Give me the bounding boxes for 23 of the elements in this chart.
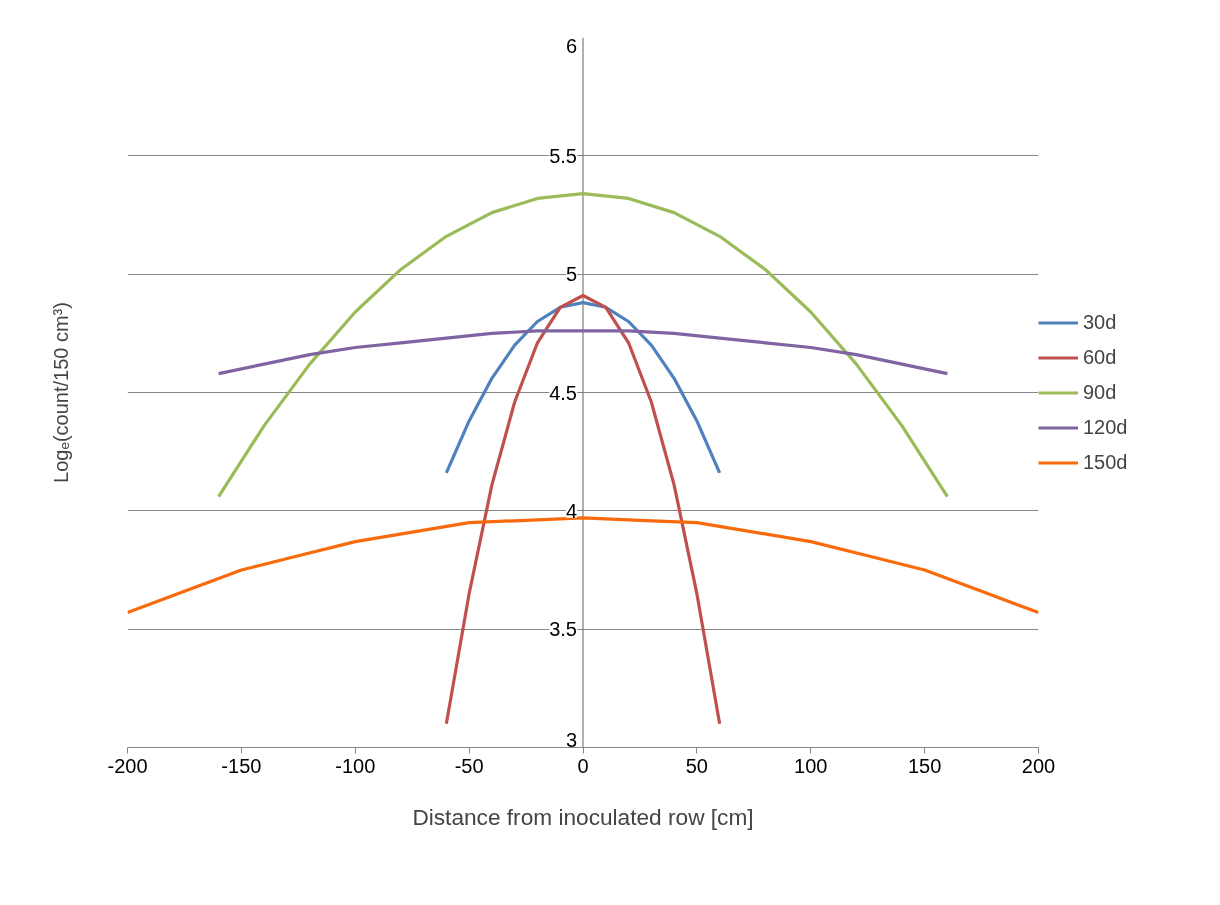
x-tick-label: 100	[794, 754, 828, 777]
x-tick-label: -100	[335, 754, 376, 777]
y-tick-label: 5	[565, 263, 577, 286]
x-tick-label: 200	[1021, 754, 1056, 777]
x-tick-label: 150	[907, 754, 942, 777]
y-tick-label: 3.5	[549, 618, 578, 641]
y-tick-label: 6	[565, 34, 577, 57]
x-tick-label: -150	[221, 754, 262, 777]
y-tick-label: 4	[565, 499, 577, 522]
legend-label: 120d	[1083, 415, 1128, 439]
legend-label: 60d	[1083, 345, 1118, 369]
y-axis-title: Logₑ(count/150 cm³)	[49, 302, 72, 483]
legend-label: 30d	[1083, 310, 1118, 334]
y-tick-label: 5.5	[549, 144, 578, 167]
x-tick-label: 0	[577, 754, 589, 777]
x-tick-label: 50	[685, 754, 708, 777]
legend-label: 150d	[1083, 450, 1128, 474]
y-tick-label: 4.5	[549, 381, 578, 404]
x-tick-label: -200	[107, 754, 148, 777]
x-axis-title: Distance from inoculated row [cm]	[412, 803, 754, 830]
legend-label: 90d	[1083, 380, 1118, 404]
x-tick-label: -50	[454, 754, 484, 777]
y-tick-label: 3	[565, 728, 577, 751]
